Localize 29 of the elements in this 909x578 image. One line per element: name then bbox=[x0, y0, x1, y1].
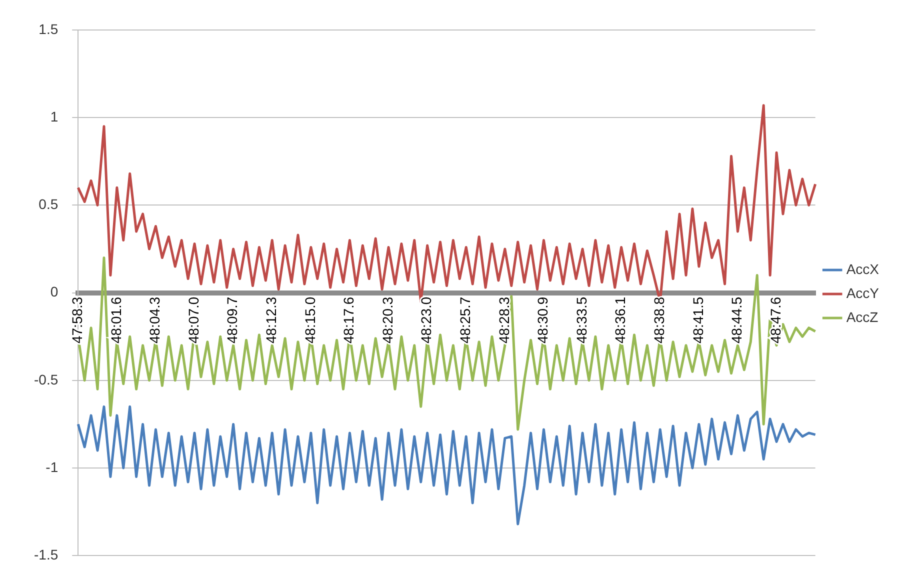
y-tick-label: -1 bbox=[46, 458, 58, 475]
legend-label: AccX bbox=[846, 260, 880, 277]
x-tick-label: 48:30.9 bbox=[534, 296, 551, 344]
x-tick-label: 48:47.6 bbox=[767, 296, 784, 344]
y-tick-label: -0.5 bbox=[34, 371, 58, 388]
x-tick-label: 48:04.3 bbox=[146, 296, 163, 344]
x-tick-label: 48:25.7 bbox=[456, 296, 473, 344]
x-tick-label: 48:23.0 bbox=[418, 296, 434, 344]
x-tick-label: 48:44.5 bbox=[728, 296, 745, 344]
x-tick-label: 48:01.6 bbox=[108, 296, 124, 344]
x-tick-label: 48:38.8 bbox=[650, 296, 667, 344]
legend-label: AccY bbox=[846, 284, 880, 301]
y-tick-label: 1.5 bbox=[38, 20, 58, 37]
x-tick-label: 48:36.1 bbox=[612, 296, 628, 344]
x-tick-label: 48:33.5 bbox=[573, 296, 590, 344]
y-tick-label: 0 bbox=[50, 284, 58, 300]
y-tick-label: 1 bbox=[50, 108, 58, 124]
x-tick-label: 47:58.3 bbox=[68, 296, 85, 344]
y-tick-label: -1.5 bbox=[34, 546, 58, 562]
x-tick-label: 48:41.5 bbox=[690, 296, 706, 344]
x-tick-label: 48:12.3 bbox=[262, 296, 279, 344]
x-tick-label: 48:28.3 bbox=[496, 296, 512, 344]
x-tick-label: 48:09.7 bbox=[224, 296, 240, 344]
x-tick-label: 48:15.0 bbox=[302, 296, 318, 344]
x-tick-label: 48:17.6 bbox=[340, 296, 357, 344]
x-tick-label: 48:07.0 bbox=[185, 296, 202, 344]
y-tick-label: 0.5 bbox=[38, 196, 58, 212]
legend-label: AccZ bbox=[846, 308, 879, 325]
x-tick-label: 48:20.3 bbox=[379, 296, 396, 344]
